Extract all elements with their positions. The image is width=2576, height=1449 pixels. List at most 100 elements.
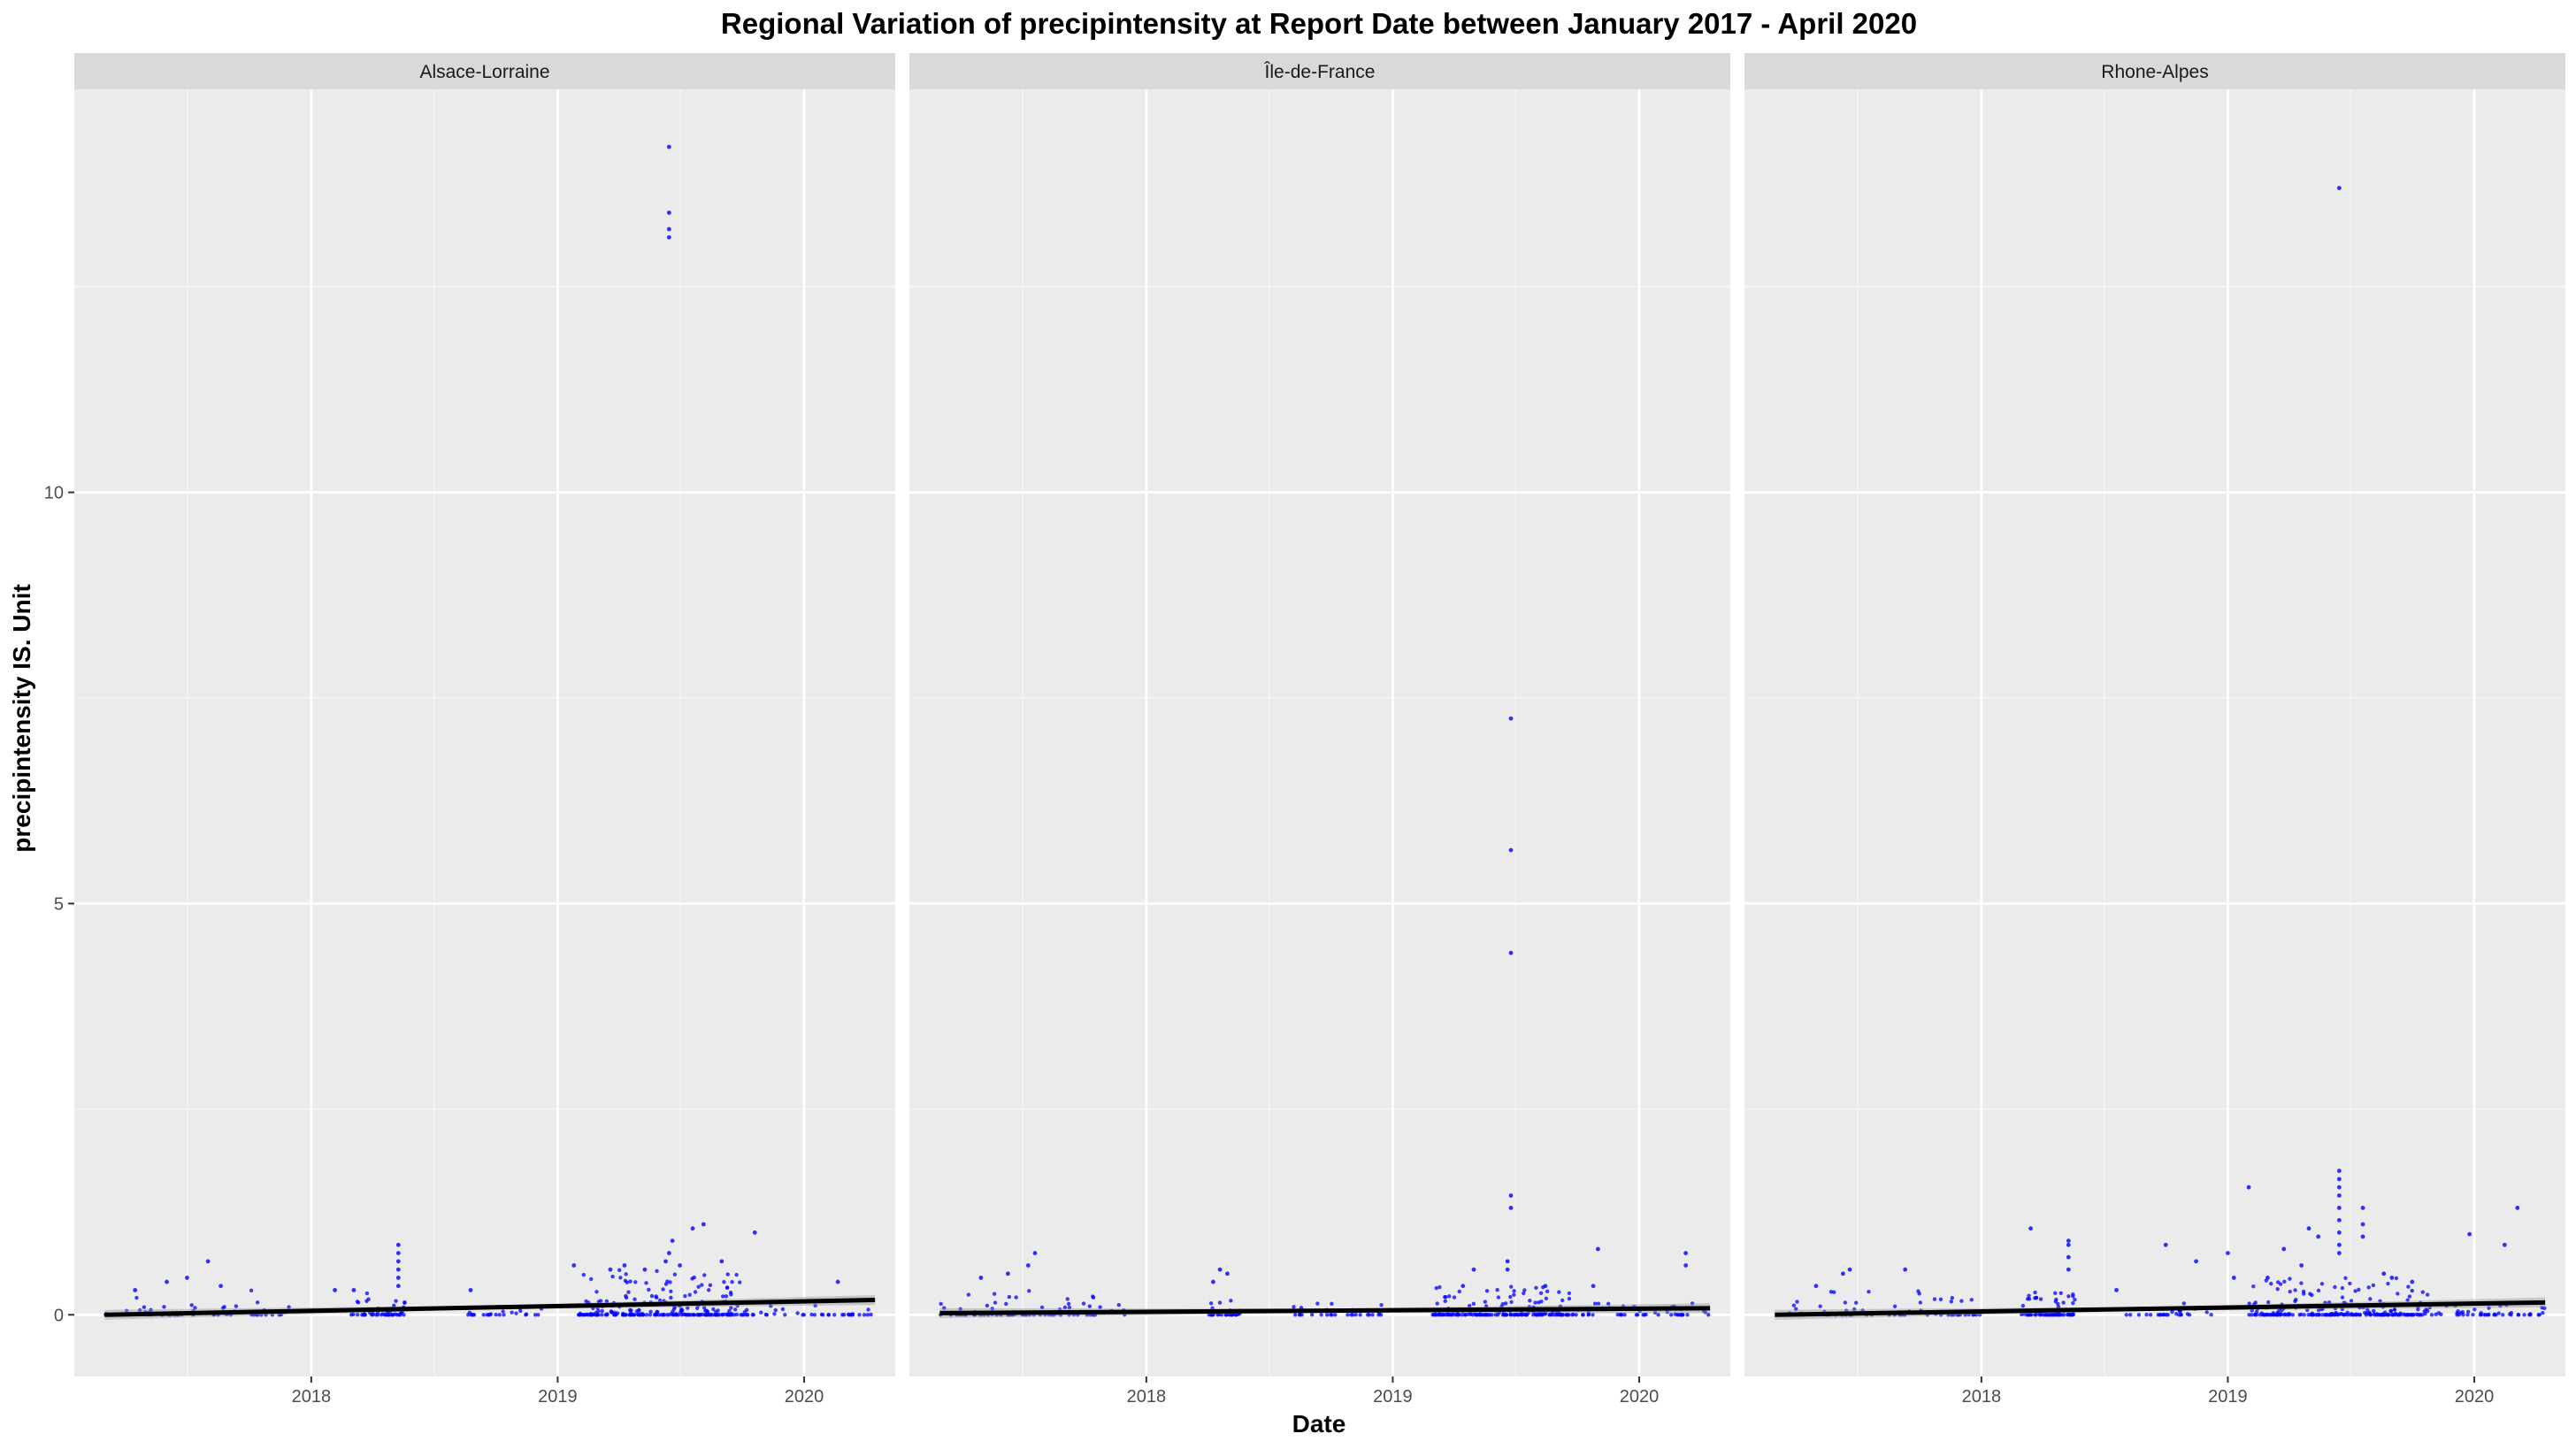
data-point: [1328, 1313, 1333, 1317]
data-point: [2114, 1287, 2119, 1292]
data-point: [1519, 1313, 1524, 1317]
data-point: [2317, 1313, 2322, 1317]
data-point: [2336, 1217, 2342, 1223]
data-point: [1932, 1297, 1937, 1301]
data-point: [637, 1308, 641, 1313]
data-point: [644, 1313, 649, 1317]
data-point: [1514, 1313, 1518, 1317]
x-tick-label: 2019: [2208, 1387, 2248, 1407]
data-point: [2360, 1222, 2365, 1227]
data-point: [2368, 1313, 2373, 1317]
data-point: [2061, 1300, 2066, 1305]
data-point: [402, 1300, 407, 1305]
data-point: [657, 1298, 663, 1303]
data-point: [1533, 1300, 1537, 1305]
data-point: [1484, 1289, 1490, 1293]
data-point: [706, 1288, 711, 1292]
data-point: [720, 1294, 725, 1299]
data-point: [732, 1307, 738, 1312]
data-point: [1234, 1313, 1238, 1317]
data-point: [633, 1280, 638, 1284]
data-point: [1538, 1291, 1544, 1295]
data-point: [2407, 1294, 2412, 1299]
data-point: [2053, 1291, 2058, 1296]
data-point: [349, 1313, 354, 1317]
data-point: [668, 1280, 672, 1284]
data-point: [2487, 1312, 2491, 1317]
data-point: [1549, 1313, 1553, 1317]
data-point: [1813, 1284, 1819, 1289]
data-point: [2527, 1313, 2532, 1317]
data-point: [133, 1287, 138, 1292]
data-point: [1460, 1313, 1464, 1317]
data-point: [1225, 1271, 1230, 1276]
facet-panel: Alsace-Lorraine 2018 2019 2020 0 5 10: [44, 53, 895, 1407]
data-point: [759, 1310, 763, 1315]
data-point: [494, 1312, 498, 1317]
data-point: [1522, 1291, 1526, 1296]
data-point: [666, 144, 671, 150]
data-point: [738, 1280, 742, 1284]
data-point: [189, 1303, 194, 1307]
data-point: [392, 1303, 396, 1308]
data-point: [596, 1308, 601, 1314]
data-point: [2340, 1307, 2345, 1312]
data-point: [610, 1310, 614, 1315]
data-point: [2250, 1313, 2254, 1317]
data-point: [1443, 1299, 1447, 1304]
data-point: [185, 1276, 189, 1280]
data-point: [1447, 1294, 1452, 1299]
data-point: [333, 1287, 337, 1292]
data-point: [1229, 1299, 1233, 1303]
data-point: [387, 1313, 391, 1317]
data-point: [840, 1313, 845, 1317]
data-point: [2148, 1313, 2153, 1317]
data-point: [2362, 1310, 2367, 1315]
data-point: [663, 1259, 668, 1264]
data-point: [1456, 1313, 1461, 1317]
data-point: [654, 1295, 659, 1300]
data-point: [1969, 1298, 1974, 1302]
data-point: [364, 1291, 370, 1296]
trend-line: [104, 1298, 876, 1317]
data-point: [1508, 847, 1514, 853]
data-point: [1564, 1313, 1569, 1317]
data-point: [1367, 1313, 1372, 1317]
data-point: [2163, 1242, 2168, 1247]
data-point: [2336, 1177, 2342, 1182]
data-point: [1615, 1312, 1620, 1317]
data-point: [2066, 1294, 2071, 1299]
data-point: [1230, 1313, 1235, 1317]
data-point: [1831, 1290, 1836, 1294]
data-point: [2288, 1289, 2292, 1294]
data-point: [696, 1313, 701, 1317]
data-point: [2161, 1312, 2166, 1317]
data-point: [1567, 1296, 1572, 1301]
data-point: [1497, 1310, 1501, 1315]
data-point: [1543, 1312, 1547, 1316]
data-point: [1116, 1303, 1121, 1307]
data-point: [222, 1305, 226, 1309]
data-point: [468, 1287, 473, 1292]
data-point: [2340, 1285, 2345, 1291]
data-point: [1596, 1246, 1600, 1252]
data-point: [624, 1272, 628, 1276]
data-point: [1505, 1267, 1510, 1272]
data-point: [2316, 1234, 2321, 1239]
data-point: [725, 1272, 730, 1276]
data-point: [1379, 1303, 1384, 1307]
data-point: [939, 1301, 943, 1307]
data-point: [708, 1283, 713, 1288]
data-point: [2326, 1313, 2330, 1317]
data-point: [745, 1313, 750, 1317]
data-point: [2020, 1303, 2026, 1308]
data-point: [2434, 1312, 2438, 1317]
data-point: [1346, 1313, 1350, 1317]
data-point: [623, 1278, 628, 1283]
data-point: [2231, 1276, 2236, 1280]
data-point: [724, 1285, 730, 1290]
data-point: [2418, 1313, 2423, 1317]
data-point: [1309, 1313, 1315, 1317]
data-point: [734, 1312, 740, 1317]
data-point: [1014, 1295, 1018, 1300]
